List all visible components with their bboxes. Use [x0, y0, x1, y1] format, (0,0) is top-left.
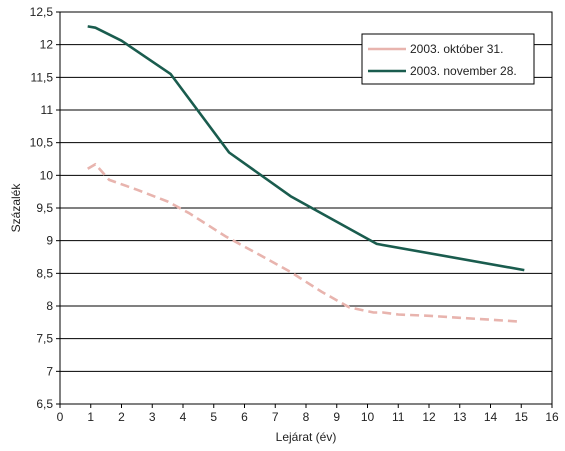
y-tick-label: 12,5	[30, 5, 54, 19]
y-tick-label: 11	[41, 103, 54, 117]
y-tick-label: 7	[46, 364, 53, 378]
y-tick-label: 9,5	[36, 201, 53, 215]
y-tick-label: 8,5	[36, 266, 53, 280]
x-tick-label: 2	[118, 410, 125, 424]
x-tick-label: 5	[210, 410, 217, 424]
x-tick-label: 13	[453, 410, 467, 424]
y-axis-title: Százalék	[9, 183, 23, 233]
legend: 2003. október 31. 2003. november 28.	[361, 33, 535, 85]
y-tick-label: 6,5	[36, 397, 53, 411]
x-axis-ticks: 0 1 2 3 4 5 6 7 8 9 10 11 12 13 14 15 16	[57, 404, 559, 424]
x-tick-label: 16	[545, 410, 559, 424]
series-line-0	[87, 162, 522, 323]
x-tick-label: 7	[272, 410, 279, 424]
x-tick-label: 10	[361, 410, 375, 424]
x-tick-label: 15	[515, 410, 529, 424]
y-tick-label: 12	[40, 38, 54, 52]
y-axis-ticks: 6,5 7 7,5 8 8,5 9 9,5 10 10,5 11 11,5 12 12,5	[30, 5, 60, 411]
x-tick-label: 12	[422, 410, 436, 424]
x-tick-label: 6	[241, 410, 248, 424]
series-line-1	[87, 25, 525, 272]
x-tick-label: 14	[484, 410, 498, 424]
y-tick-label: 7,5	[36, 332, 53, 346]
y-tick-label: 9	[46, 234, 53, 248]
x-tick-label: 0	[57, 410, 64, 424]
legend-label: 2003. november 28.	[410, 64, 517, 78]
legend-box	[361, 33, 535, 85]
x-tick-label: 11	[392, 410, 405, 424]
y-tick-label: 11,5	[31, 70, 54, 84]
y-tick-label: 8	[46, 299, 53, 313]
y-tick-label: 10,5	[30, 136, 54, 150]
y-tick-label: 10	[40, 168, 54, 182]
x-tick-label: 8	[303, 410, 310, 424]
x-axis-title: Lejárat (év)	[276, 430, 337, 444]
legend-label: 2003. október 31.	[410, 42, 503, 56]
x-tick-label: 3	[149, 410, 156, 424]
x-tick-label: 4	[180, 410, 187, 424]
x-tick-label: 1	[87, 410, 94, 424]
x-tick-label: 9	[333, 410, 340, 424]
series-lines	[87, 25, 525, 323]
